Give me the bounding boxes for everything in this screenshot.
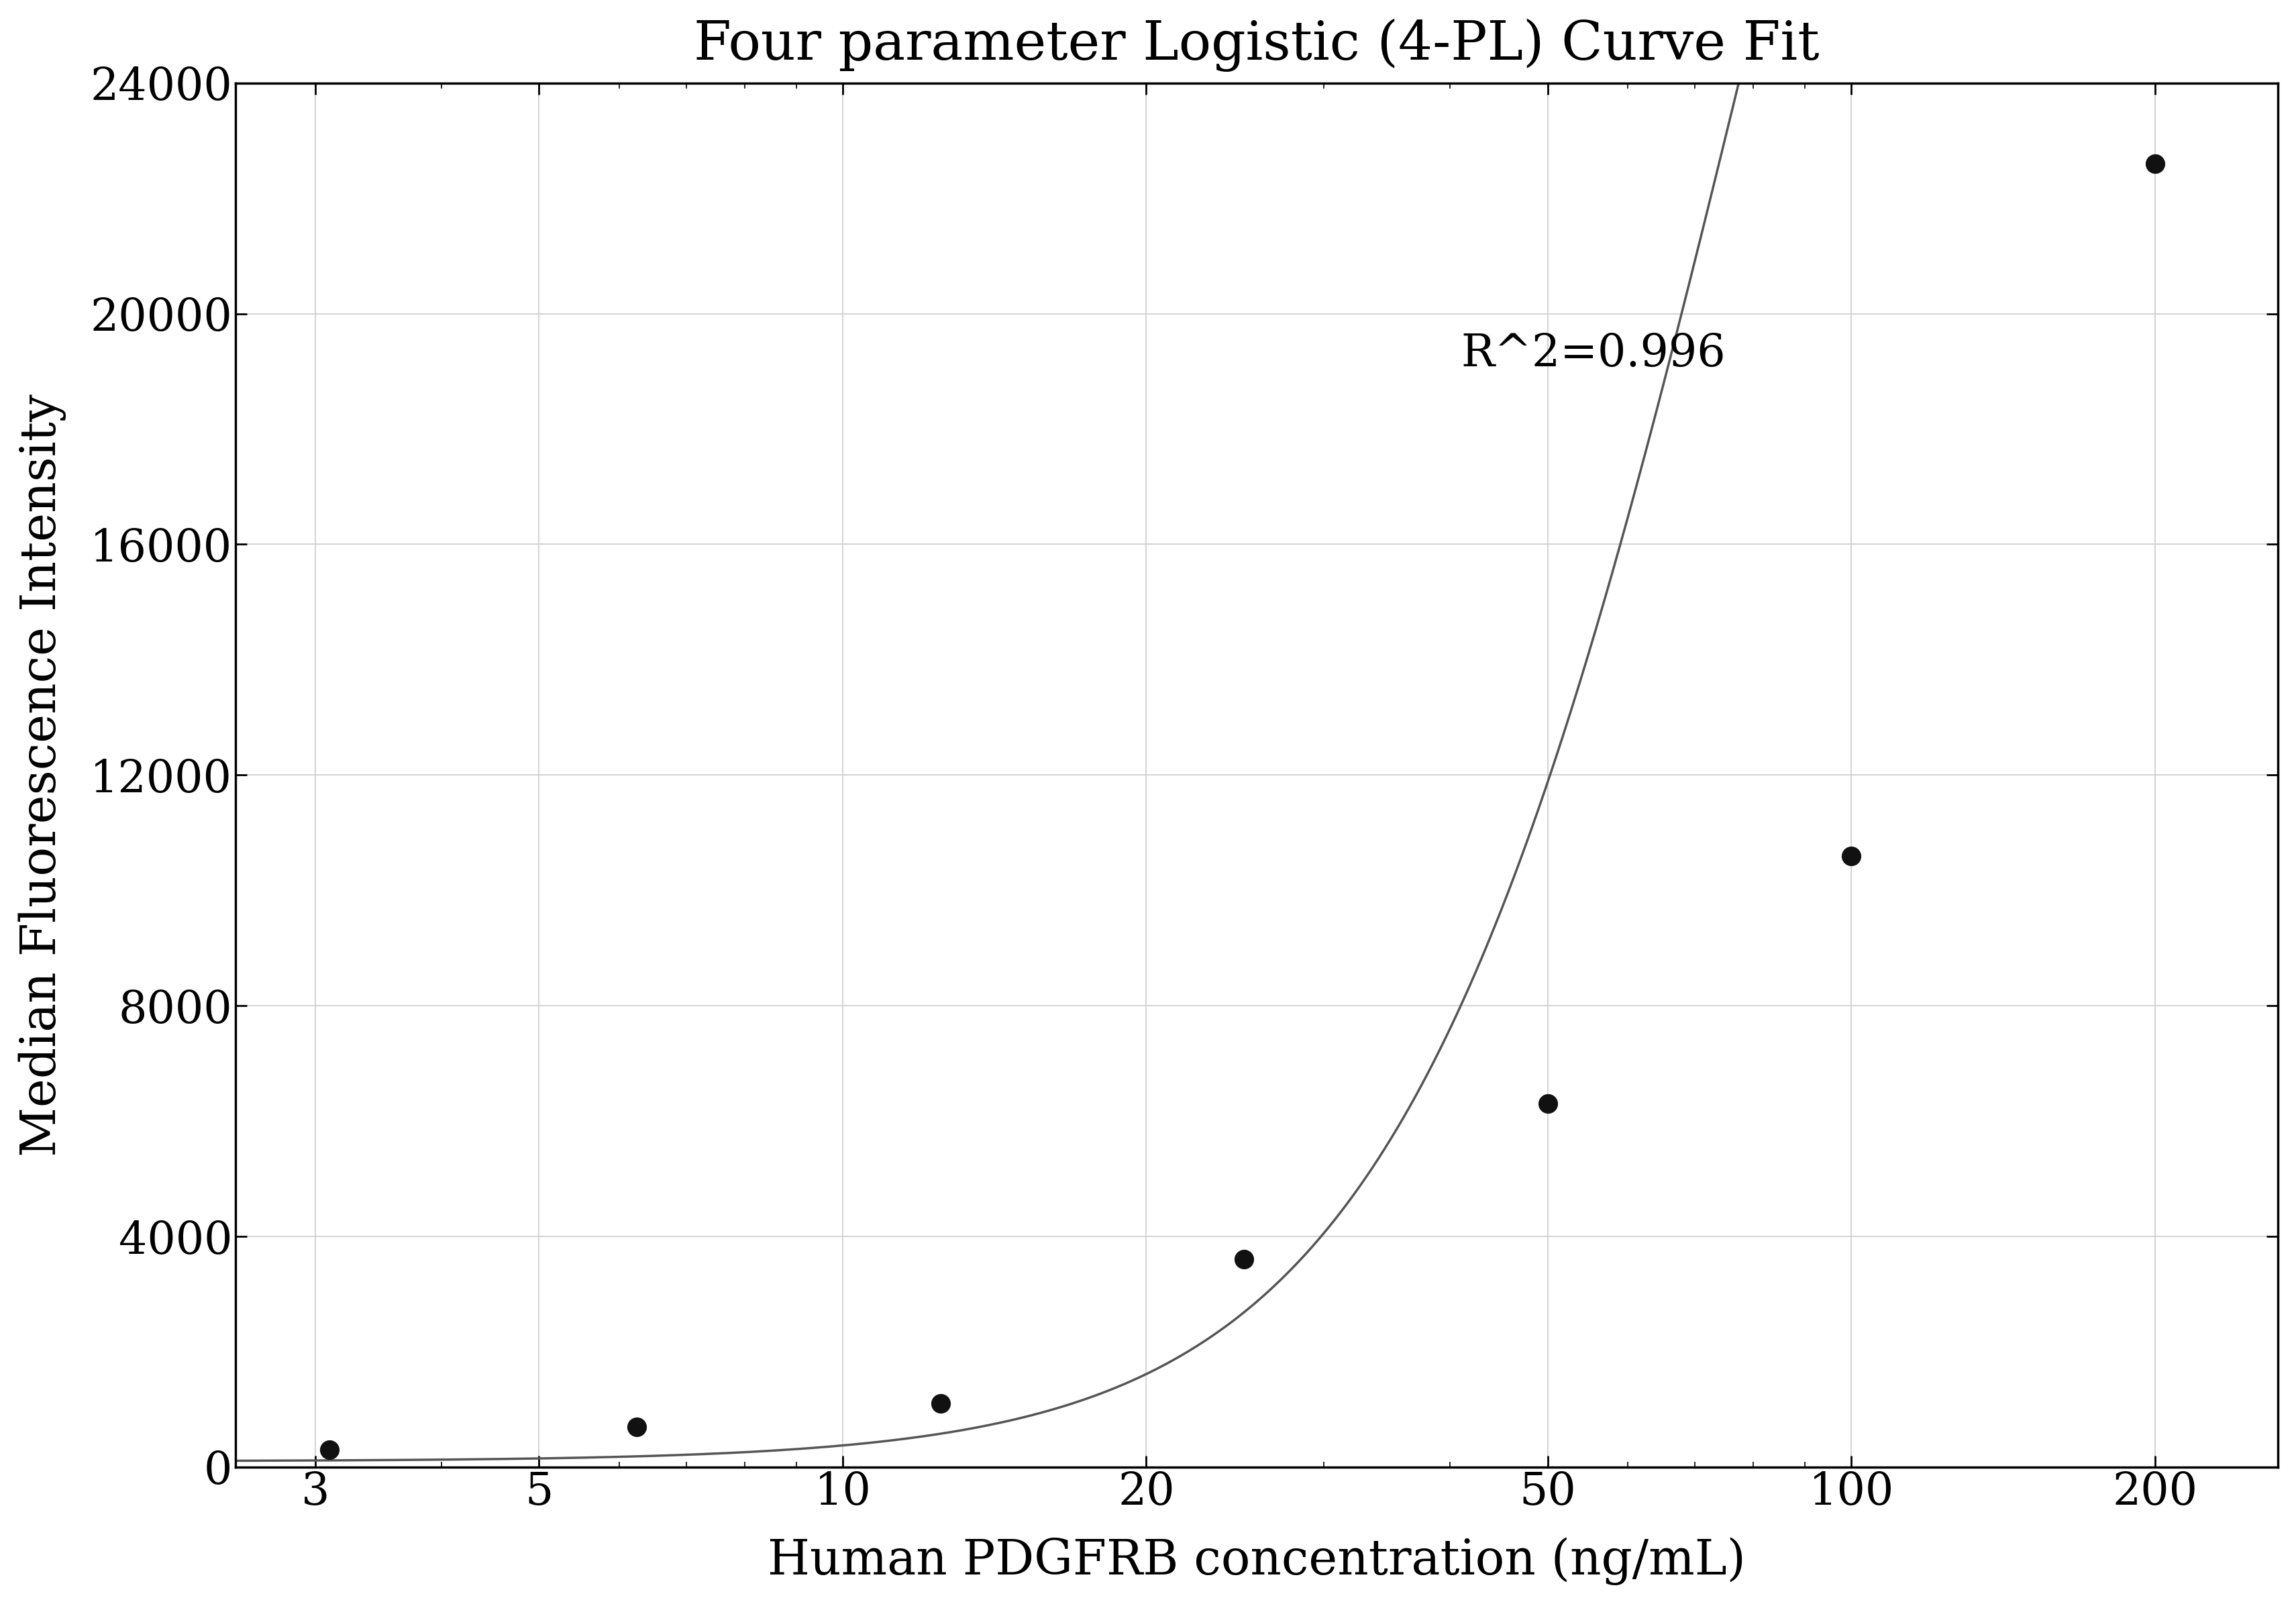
Point — [1529, 1091, 1566, 1116]
Point — [618, 1413, 654, 1439]
Title: Four parameter Logistic (4-PL) Curve Fit: Four parameter Logistic (4-PL) Curve Fit — [693, 19, 1818, 72]
Point — [1832, 844, 1869, 869]
Point — [2135, 151, 2172, 176]
Point — [921, 1391, 957, 1416]
Text: R^2=0.996: R^2=0.996 — [1460, 332, 1724, 375]
X-axis label: Human PDGFRB concentration (ng/mL): Human PDGFRB concentration (ng/mL) — [767, 1537, 1745, 1585]
Point — [1226, 1246, 1263, 1272]
Y-axis label: Median Fluorescence Intensity: Median Fluorescence Intensity — [18, 393, 67, 1156]
Point — [312, 1437, 349, 1463]
